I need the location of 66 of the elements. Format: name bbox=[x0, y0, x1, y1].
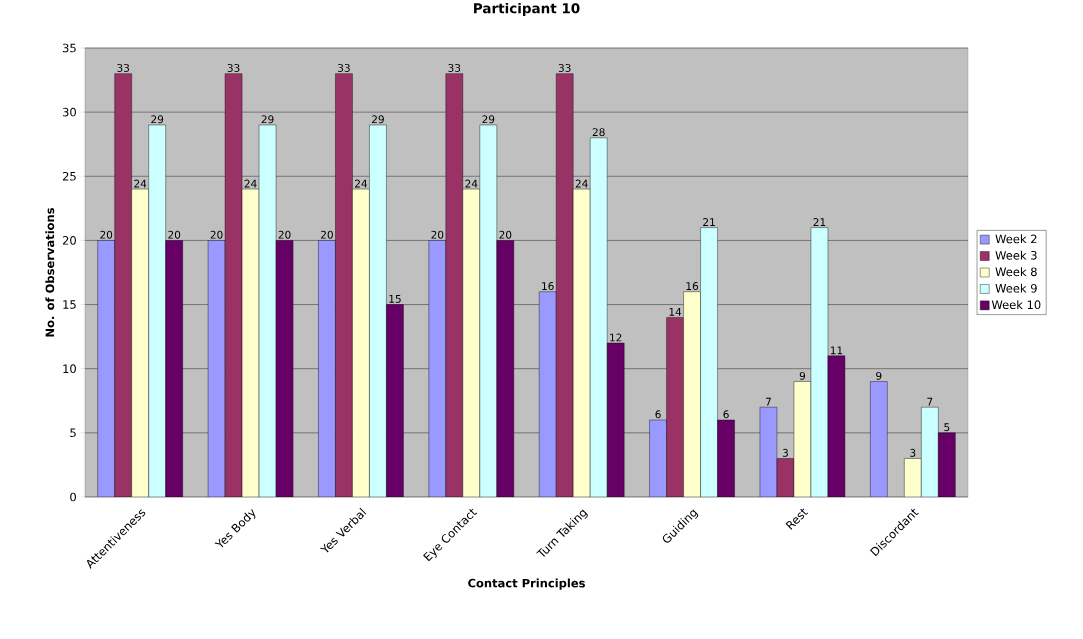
data-label: 24 bbox=[465, 179, 478, 188]
data-label: 33 bbox=[448, 64, 461, 72]
legend-label: Week 10 bbox=[991, 300, 1041, 310]
data-label: 24 bbox=[355, 179, 368, 188]
data-label: 9 bbox=[876, 371, 882, 380]
data-label: 28 bbox=[592, 128, 605, 137]
y-tick-label: 15 bbox=[63, 300, 76, 309]
data-label: 15 bbox=[389, 295, 401, 303]
data-label: 20 bbox=[499, 230, 512, 239]
data-label: 29 bbox=[261, 115, 274, 124]
y-tick-label: 30 bbox=[62, 107, 76, 117]
data-label: 20 bbox=[210, 230, 223, 239]
bar bbox=[462, 188, 481, 497]
legend-label: Week 9 bbox=[995, 283, 1037, 293]
data-label: 6 bbox=[655, 410, 661, 419]
data-label: 24 bbox=[134, 179, 147, 188]
legend-label: Week 2 bbox=[995, 234, 1037, 244]
y-tick-label: 20 bbox=[62, 236, 76, 245]
data-label: 24 bbox=[244, 179, 257, 188]
data-label: 33 bbox=[227, 64, 240, 72]
data-label: 33 bbox=[558, 64, 571, 72]
data-label: 20 bbox=[278, 230, 291, 239]
data-label: 29 bbox=[151, 115, 164, 124]
data-label: 21 bbox=[813, 218, 826, 226]
data-label: 6 bbox=[723, 410, 729, 419]
data-label: 12 bbox=[610, 333, 622, 342]
y-axis-title: No. of Observations bbox=[45, 207, 55, 337]
data-label: 3 bbox=[782, 448, 788, 457]
bar bbox=[666, 317, 684, 497]
bar bbox=[445, 73, 464, 497]
data-label: 33 bbox=[338, 64, 350, 72]
bar bbox=[904, 458, 922, 497]
data-label: 3 bbox=[910, 448, 916, 457]
data-label: 24 bbox=[575, 179, 588, 188]
data-label: 7 bbox=[765, 397, 771, 406]
y-tick-label: 0 bbox=[70, 492, 76, 502]
bar bbox=[131, 188, 149, 497]
x-axis-title: Contact Principles bbox=[468, 578, 585, 590]
y-tick-label: 25 bbox=[62, 171, 76, 181]
data-label: 29 bbox=[372, 115, 384, 124]
y-tick-label: 35 bbox=[62, 43, 76, 53]
bar bbox=[335, 73, 353, 497]
data-label: 11 bbox=[830, 346, 843, 355]
legend-label: Week 8 bbox=[995, 267, 1037, 277]
data-label: 9 bbox=[799, 371, 806, 380]
data-label: 20 bbox=[431, 230, 444, 239]
chart-title: Participant 10 bbox=[474, 2, 580, 16]
y-tick-label: 5 bbox=[70, 428, 76, 438]
bar bbox=[573, 188, 591, 497]
data-label: 16 bbox=[542, 282, 554, 291]
bar bbox=[683, 291, 701, 497]
data-label: 20 bbox=[321, 230, 333, 239]
data-label: 5 bbox=[944, 423, 950, 432]
data-label: 21 bbox=[703, 218, 715, 226]
bar bbox=[114, 73, 132, 497]
bar bbox=[352, 188, 370, 497]
legend-label: Week 3 bbox=[995, 250, 1037, 260]
data-label: 20 bbox=[168, 230, 181, 239]
data-label: 29 bbox=[482, 115, 495, 124]
data-label: 7 bbox=[927, 397, 933, 406]
data-label: 16 bbox=[686, 282, 699, 291]
bar bbox=[555, 73, 574, 497]
data-label: 14 bbox=[669, 308, 682, 316]
data-label: 20 bbox=[100, 230, 113, 239]
data-label: 33 bbox=[117, 64, 130, 72]
y-tick-label: 10 bbox=[63, 364, 76, 374]
